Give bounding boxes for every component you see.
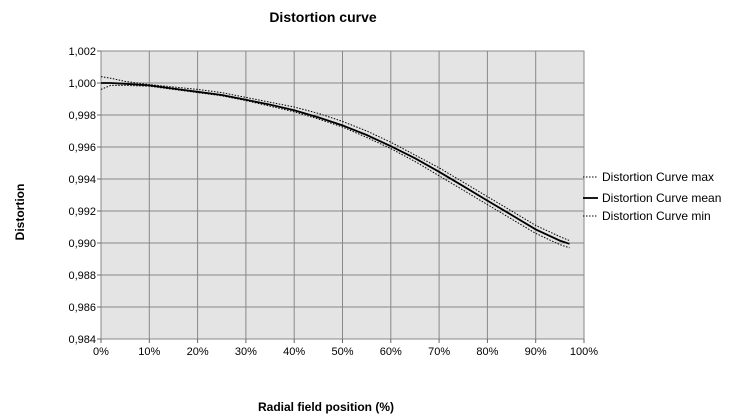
- y-tick-label: 0,986: [68, 302, 96, 314]
- chart-title: Distortion curve: [269, 9, 377, 25]
- x-tick-label: 60%: [380, 346, 402, 358]
- y-tick-label: 0,984: [68, 334, 96, 346]
- series-lines: [100, 76, 570, 249]
- y-axis-title: Distortion: [13, 184, 27, 241]
- y-tick-label: 0,988: [68, 270, 96, 282]
- y-tick-label: 0,990: [68, 238, 96, 250]
- x-tick-label: 30%: [235, 346, 257, 358]
- x-tick-label: 20%: [187, 346, 209, 358]
- x-tick-label: 40%: [283, 346, 305, 358]
- x-tick-label: 100%: [570, 346, 598, 358]
- y-tick-label: 0,992: [68, 206, 96, 218]
- legend-entry: Distortion Curve min: [602, 209, 711, 223]
- legend: Distortion Curve max Distortion Curve mea…: [583, 170, 721, 223]
- legend-entry: Distortion Curve mean: [602, 191, 721, 205]
- series-line-distortion-curve-min: [100, 84, 570, 249]
- x-tick-label: 10%: [138, 346, 160, 358]
- x-tick-label: 80%: [476, 346, 498, 358]
- y-tick-label: 0,996: [68, 142, 96, 154]
- x-tick-label: 0%: [93, 346, 109, 358]
- series-line-distortion-curve-mean: [101, 82, 570, 245]
- y-tick-label: 1,000: [68, 78, 96, 90]
- legend-entry: Distortion Curve max: [602, 170, 714, 184]
- series-line-distortion-curve-max: [100, 76, 570, 242]
- x-tick-label: 50%: [331, 346, 353, 358]
- y-tick-label: 0,994: [68, 174, 96, 186]
- x-axis-title: Radial field position (%): [258, 400, 394, 414]
- y-tick-label: 0,998: [68, 110, 96, 122]
- x-tick-label: 90%: [525, 346, 547, 358]
- x-tick-label: 70%: [428, 346, 450, 358]
- y-tick-label: 1,002: [68, 46, 96, 58]
- axes: 0,984 0,986 0,988 0,990 0,992 0,994 0,996 0,998…: [68, 46, 598, 358]
